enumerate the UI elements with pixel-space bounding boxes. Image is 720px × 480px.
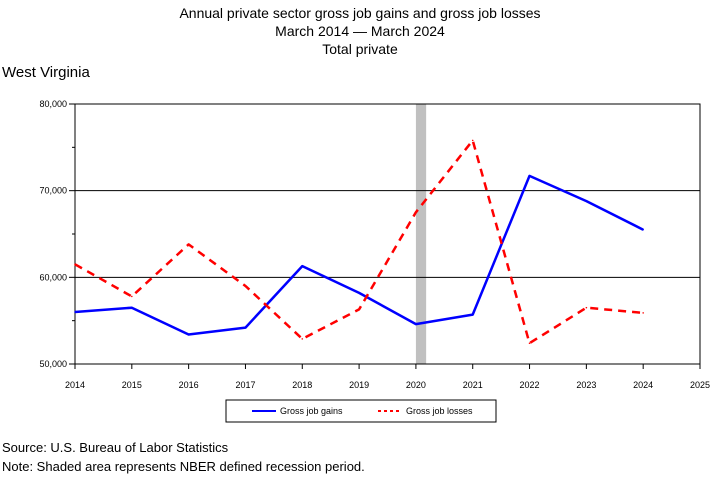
series-0-point <box>471 313 474 316</box>
series-0-point <box>585 200 588 202</box>
series-0-point <box>415 323 417 325</box>
x-tick-label: 2020 <box>406 380 426 390</box>
y-tick-label: 50,000 <box>39 359 67 369</box>
series-0-point <box>358 292 360 294</box>
title-line-3: Total private <box>322 41 398 57</box>
y-tick-label: 60,000 <box>39 272 67 282</box>
series-1-point <box>187 243 190 246</box>
legend-label-1: Gross job losses <box>406 406 473 416</box>
series-1-point <box>74 263 76 266</box>
series-1-point <box>642 312 644 314</box>
source-note: Source: U.S. Bureau of Labor Statistics <box>2 440 229 455</box>
series-0-point <box>244 326 247 329</box>
series-0-point <box>642 228 644 231</box>
series-1-point <box>244 285 247 287</box>
y-tick-label: 70,000 <box>39 186 67 196</box>
x-tick-label: 2025 <box>690 380 710 390</box>
legend-label-0: Gross job gains <box>280 406 343 416</box>
series-1-point <box>415 211 417 214</box>
series-1-point <box>131 295 133 298</box>
legend-box <box>225 399 497 423</box>
x-tick-label: 2022 <box>520 380 540 390</box>
series-1-point <box>585 306 588 309</box>
x-tick-label: 2024 <box>633 380 653 390</box>
x-tick-label: 2019 <box>349 380 369 390</box>
series-0-point <box>131 306 133 309</box>
recession-note: Note: Shaded area represents NBER define… <box>2 459 365 474</box>
series-1-point <box>358 308 360 311</box>
series-0-point <box>528 175 531 177</box>
x-tick-label: 2017 <box>235 380 255 390</box>
title-line-1: Annual private sector gross job gains an… <box>179 5 541 21</box>
series-0-point <box>301 265 304 267</box>
series-0-point <box>187 333 190 336</box>
y-tick-label: 80,000 <box>39 99 67 109</box>
x-tick-label: 2021 <box>463 380 483 390</box>
chart-title: Annual private sector gross job gains an… <box>0 4 720 58</box>
recession-band <box>415 104 427 364</box>
series-1-point <box>301 338 304 340</box>
title-line-2: March 2014 — March 2024 <box>275 23 445 39</box>
x-tick-label: 2014 <box>65 380 85 390</box>
region-label: West Virginia <box>2 64 90 81</box>
series-1-point <box>528 342 531 345</box>
x-tick-label: 2015 <box>122 380 142 390</box>
series-1-point <box>471 139 474 142</box>
x-tick-label: 2023 <box>576 380 596 390</box>
x-tick-label: 2016 <box>179 380 199 390</box>
series-line-1 <box>74 139 644 345</box>
series-0-point <box>74 311 76 313</box>
x-tick-label: 2018 <box>292 380 312 390</box>
